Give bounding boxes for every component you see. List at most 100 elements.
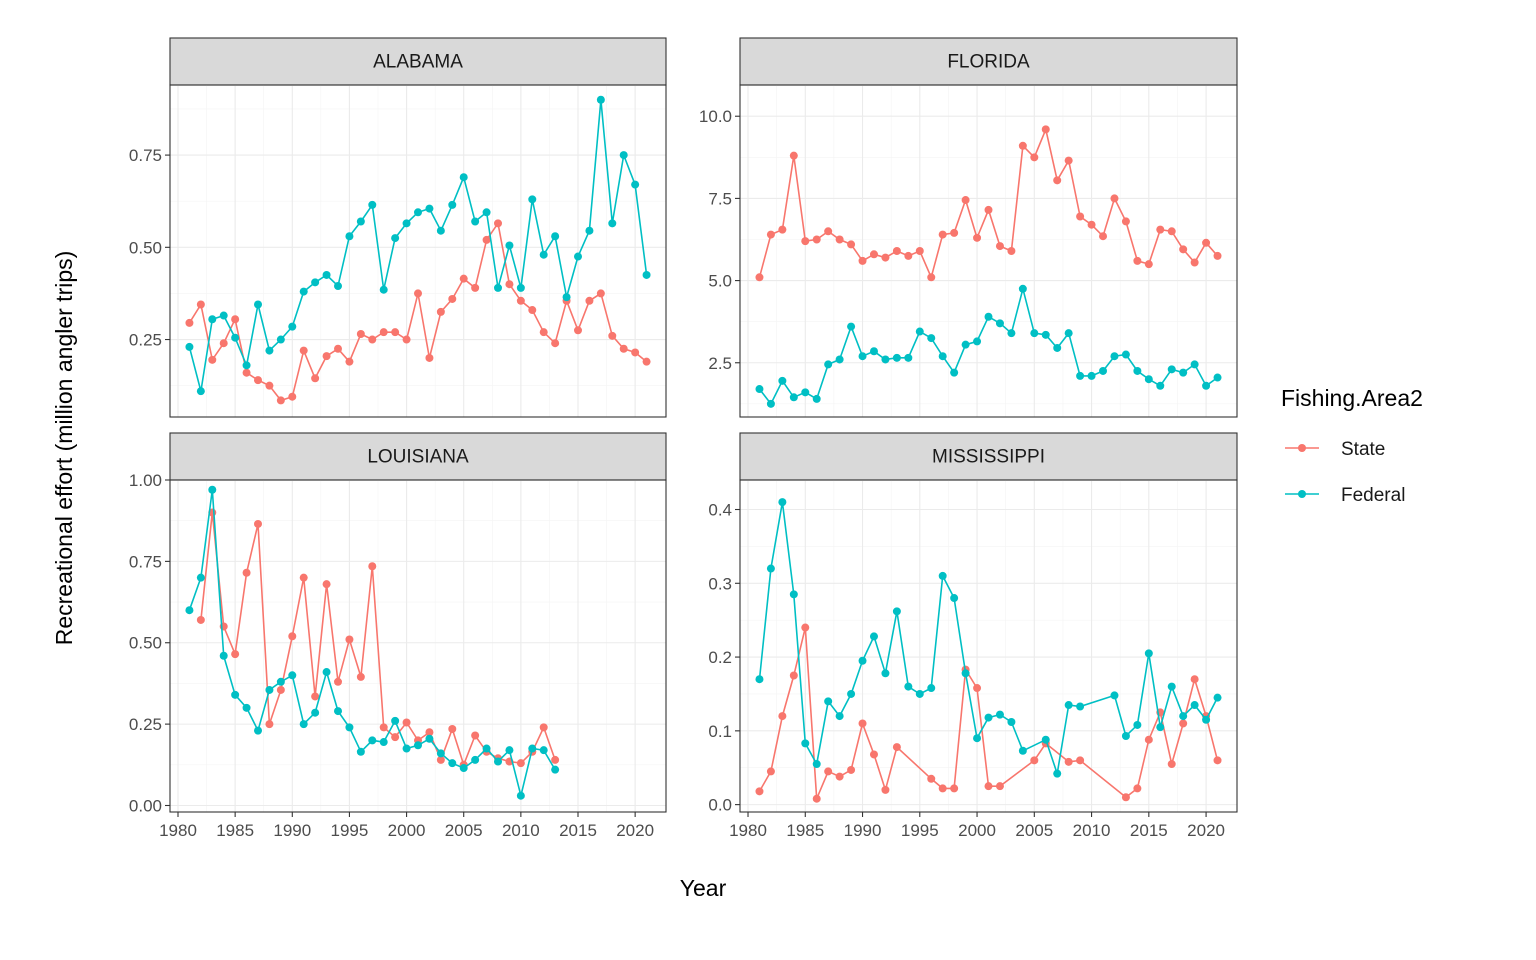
data-point-state	[402, 718, 411, 727]
data-point-state	[1064, 156, 1073, 165]
data-point-federal	[436, 749, 445, 758]
data-point-federal	[528, 195, 537, 204]
x-tick-label: 2015	[559, 821, 597, 840]
data-point-state	[766, 230, 775, 239]
data-point-state	[1133, 784, 1142, 793]
data-point-state	[551, 755, 560, 764]
data-point-federal	[1053, 769, 1062, 778]
data-point-federal	[1179, 712, 1188, 721]
legend-title: Fishing.Area2	[1281, 385, 1423, 411]
data-point-state	[414, 289, 422, 298]
data-point-state	[334, 677, 342, 686]
data-point-federal	[973, 337, 982, 346]
data-point-federal	[402, 744, 411, 753]
x-tick-label: 2000	[958, 821, 996, 840]
data-point-federal	[881, 669, 890, 678]
data-point-state	[1156, 225, 1165, 234]
data-point-federal	[1190, 701, 1199, 710]
data-point-federal	[995, 319, 1004, 328]
data-point-federal	[414, 741, 422, 750]
data-point-state	[619, 344, 628, 353]
data-point-state	[631, 348, 640, 357]
data-point-state	[1041, 125, 1050, 134]
data-point-federal	[391, 716, 400, 725]
data-point-federal	[379, 738, 388, 747]
data-point-federal	[835, 355, 844, 364]
data-point-state	[995, 782, 1004, 791]
data-point-state	[196, 615, 205, 624]
data-point-federal	[812, 760, 821, 769]
data-point-federal	[755, 675, 764, 684]
data-point-state	[288, 632, 297, 641]
data-point-federal	[459, 173, 468, 182]
data-point-federal	[185, 342, 194, 351]
data-point-federal	[1167, 682, 1176, 691]
data-point-federal	[1121, 350, 1130, 359]
data-point-federal	[288, 322, 297, 331]
data-point-state	[208, 355, 217, 364]
data-point-federal	[482, 744, 491, 753]
data-point-state	[950, 784, 959, 793]
data-point-state	[1190, 258, 1199, 267]
data-point-federal	[185, 606, 194, 615]
data-point-state	[847, 240, 856, 249]
data-point-state	[1018, 141, 1027, 150]
data-point-federal	[1156, 723, 1165, 732]
data-point-federal	[1213, 373, 1222, 382]
data-point-federal	[619, 151, 628, 160]
y-tick-label: 0.25	[129, 715, 162, 734]
data-point-state	[448, 725, 457, 733]
data-point-federal	[494, 283, 502, 292]
data-point-state	[231, 650, 240, 659]
data-point-federal	[505, 746, 514, 755]
data-point-state	[1030, 153, 1039, 162]
data-point-federal	[938, 571, 947, 580]
data-point-federal	[265, 685, 274, 694]
data-point-federal	[927, 334, 936, 343]
data-point-state	[574, 326, 582, 335]
data-point-federal	[391, 234, 400, 243]
data-point-state	[288, 392, 297, 401]
data-point-federal	[516, 791, 525, 800]
x-tick-label: 2005	[445, 821, 483, 840]
data-point-federal	[414, 208, 422, 217]
data-point-state	[789, 151, 798, 160]
data-point-state	[471, 283, 480, 292]
data-point-federal	[961, 669, 970, 678]
data-point-federal	[356, 747, 365, 756]
data-point-state	[368, 562, 377, 571]
data-point-state	[1133, 256, 1142, 265]
data-point-federal	[276, 677, 285, 686]
facet-panels: ALABAMA 0.25 0.50 0.75 FLORIDA 2.5 5.0 7.5 10.0 L…	[129, 37, 1238, 840]
data-point-state	[1053, 176, 1062, 185]
data-point-state	[231, 315, 240, 324]
data-point-federal	[265, 346, 274, 355]
data-point-state	[311, 374, 320, 383]
data-point-state	[1144, 260, 1153, 269]
data-point-federal	[471, 755, 480, 764]
data-point-state	[356, 672, 365, 681]
data-point-state	[812, 235, 821, 244]
data-point-state	[299, 346, 308, 355]
data-point-state	[276, 685, 285, 694]
panel-border	[739, 84, 1238, 418]
data-point-federal	[1007, 717, 1016, 726]
data-point-state	[551, 339, 560, 348]
strip-label-alabama: ALABAMA	[373, 52, 463, 73]
data-point-federal	[869, 347, 878, 356]
data-point-federal	[847, 689, 856, 698]
data-point-state	[778, 712, 787, 721]
data-point-federal	[551, 765, 560, 774]
data-point-state	[869, 250, 878, 259]
strip-florida	[739, 37, 1238, 86]
data-point-federal	[904, 682, 913, 691]
data-point-federal	[1110, 691, 1119, 700]
data-point-state	[824, 227, 833, 236]
data-point-state	[391, 733, 400, 742]
y-tick-label: 2.5	[708, 354, 732, 373]
data-point-state	[596, 289, 605, 298]
data-point-state	[425, 353, 434, 362]
data-point-federal	[425, 204, 434, 213]
strip-label-mississippi: MISSISSIPPI	[932, 447, 1045, 468]
